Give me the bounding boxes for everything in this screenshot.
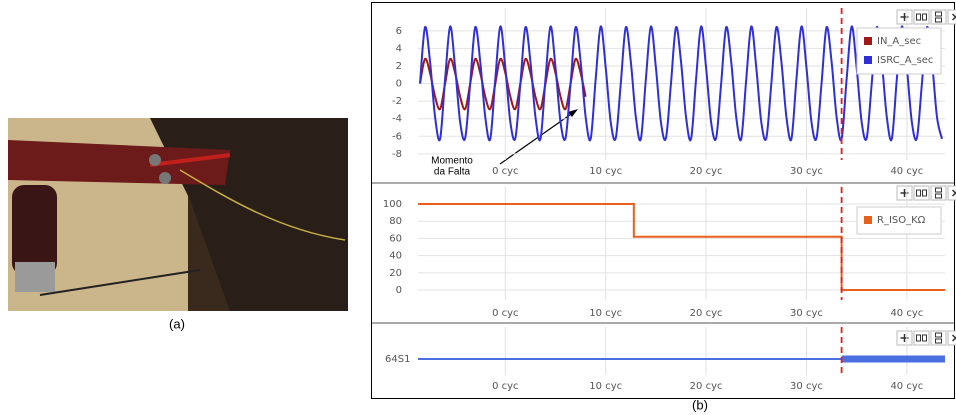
x-tick-label: 40 cyc bbox=[890, 308, 923, 319]
y-tick-label: -8 bbox=[392, 149, 402, 160]
series-line bbox=[419, 25, 943, 142]
y-tick-label: 40 bbox=[389, 251, 402, 262]
icon bbox=[916, 189, 927, 197]
x-tick-label: 30 cyc bbox=[790, 381, 823, 392]
x-tick-label: 30 cyc bbox=[790, 166, 823, 177]
y-tick-label: -6 bbox=[392, 131, 402, 142]
icon bbox=[916, 334, 927, 342]
y-tick-label: 100 bbox=[383, 199, 402, 210]
x-tick-label: 0 cyc bbox=[492, 308, 518, 319]
x-tick-label: 10 cyc bbox=[589, 166, 622, 177]
y-tick-label: 4 bbox=[396, 43, 402, 54]
y-tick-label: 0 bbox=[396, 79, 402, 90]
toolbar-button[interactable] bbox=[930, 185, 947, 201]
legend-swatch bbox=[864, 56, 872, 64]
x-tick-label: 20 cyc bbox=[690, 381, 723, 392]
y-tick-label: 6 bbox=[396, 26, 402, 37]
y-tick-label: 80 bbox=[389, 216, 402, 227]
y-tick-label: -2 bbox=[392, 96, 402, 107]
annotation: Momento bbox=[431, 156, 473, 167]
icon bbox=[935, 11, 942, 23]
legend-swatch bbox=[864, 37, 872, 45]
y-tick-label: 20 bbox=[389, 268, 402, 279]
arrow-head bbox=[568, 109, 578, 117]
icon bbox=[935, 332, 942, 344]
charts: 0 cyc 10 cyc 20 cyc 30 cyc 40 cyc-8-6-4-2024… bbox=[383, 8, 945, 392]
x-tick-label: 10 cyc bbox=[589, 381, 622, 392]
legend-label: ISRC_A_sec bbox=[877, 55, 933, 66]
legend-label: R_ISO_KΩ bbox=[877, 215, 926, 226]
x-tick-label: 40 cyc bbox=[890, 381, 923, 392]
x-tick-label: 20 cyc bbox=[690, 308, 723, 319]
x-tick-label: 20 cyc bbox=[690, 166, 723, 177]
annotation: da Falta bbox=[434, 167, 471, 178]
y-tick-label: 0 bbox=[396, 285, 402, 296]
toolbar-button[interactable] bbox=[930, 330, 947, 346]
icon bbox=[916, 13, 927, 21]
icon bbox=[935, 187, 942, 199]
panel-label: (b) bbox=[692, 397, 708, 412]
photo bbox=[8, 118, 348, 311]
y-tick-label: 2 bbox=[396, 61, 402, 72]
x-tick-label: 0 cyc bbox=[492, 381, 518, 392]
series-line bbox=[418, 203, 945, 292]
x-tick-label: 40 cyc bbox=[890, 166, 923, 177]
x-tick-label: 0 cyc bbox=[492, 166, 518, 177]
annotation-arrow bbox=[499, 111, 575, 165]
x-tick-label: 10 cyc bbox=[589, 308, 622, 319]
toolbar-button[interactable] bbox=[930, 9, 947, 25]
panel-label: (a) bbox=[169, 316, 185, 331]
legend-label: IN_A_sec bbox=[877, 36, 921, 47]
signal-label: 64S1 bbox=[385, 354, 410, 365]
legend-box bbox=[856, 27, 942, 75]
y-tick-label: -4 bbox=[392, 114, 402, 125]
x-tick-label: 30 cyc bbox=[790, 308, 823, 319]
toolbars bbox=[896, 9, 956, 346]
y-tick-label: 60 bbox=[389, 233, 402, 244]
legend-swatch bbox=[864, 216, 872, 224]
